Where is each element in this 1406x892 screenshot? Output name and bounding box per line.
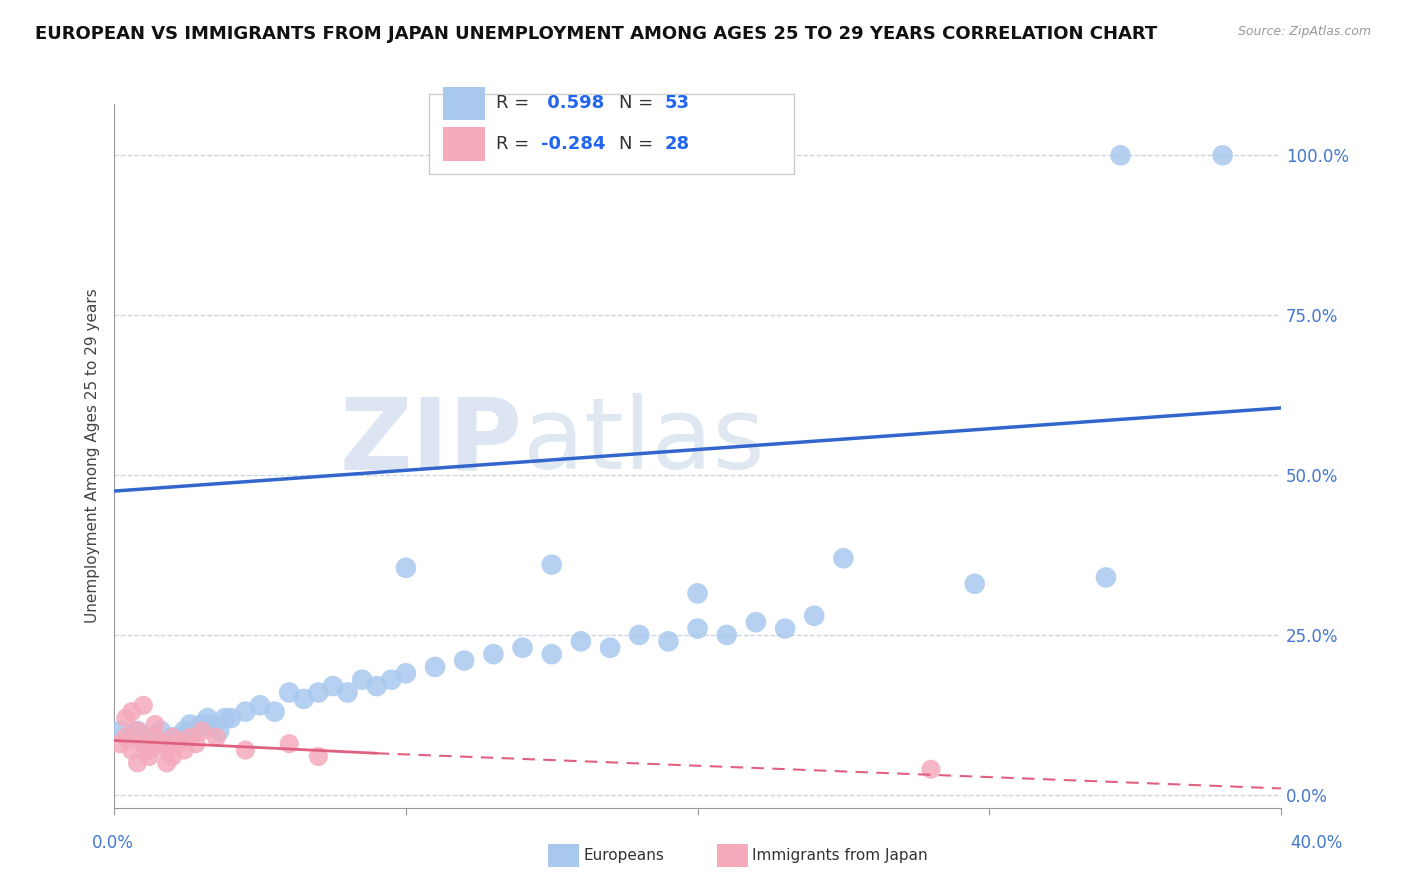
- Text: N =: N =: [619, 95, 658, 112]
- Point: [832, 551, 855, 566]
- Point: [108, 723, 131, 738]
- Point: [219, 711, 242, 725]
- Text: 0.598: 0.598: [541, 95, 605, 112]
- Point: [512, 640, 534, 655]
- Point: [179, 717, 201, 731]
- Point: [115, 731, 138, 745]
- Point: [482, 647, 505, 661]
- Point: [167, 737, 190, 751]
- Point: [156, 756, 179, 770]
- Point: [278, 685, 301, 699]
- Point: [149, 723, 172, 738]
- Point: [307, 685, 329, 699]
- Text: EUROPEAN VS IMMIGRANTS FROM JAPAN UNEMPLOYMENT AMONG AGES 25 TO 29 YEARS CORRELA: EUROPEAN VS IMMIGRANTS FROM JAPAN UNEMPL…: [35, 25, 1157, 43]
- Point: [208, 723, 231, 738]
- Point: [686, 622, 709, 636]
- Text: R =: R =: [496, 135, 536, 153]
- Point: [395, 666, 418, 681]
- Point: [156, 743, 179, 757]
- Point: [127, 756, 149, 770]
- Text: Source: ZipAtlas.com: Source: ZipAtlas.com: [1237, 25, 1371, 38]
- Point: [121, 705, 143, 719]
- Point: [366, 679, 388, 693]
- Text: 0.0%: 0.0%: [91, 834, 134, 852]
- Point: [214, 711, 236, 725]
- Point: [336, 685, 359, 699]
- Point: [803, 608, 825, 623]
- Point: [132, 731, 155, 745]
- Text: -0.284: -0.284: [541, 135, 606, 153]
- Text: R =: R =: [496, 95, 536, 112]
- Point: [307, 749, 329, 764]
- Point: [184, 737, 207, 751]
- Point: [197, 711, 219, 725]
- Point: [179, 731, 201, 745]
- Point: [143, 717, 166, 731]
- Point: [143, 731, 166, 745]
- Point: [121, 731, 143, 745]
- Text: Europeans: Europeans: [583, 848, 665, 863]
- Point: [423, 660, 446, 674]
- Point: [127, 723, 149, 738]
- Point: [278, 737, 301, 751]
- Point: [143, 731, 166, 745]
- Text: Immigrants from Japan: Immigrants from Japan: [752, 848, 928, 863]
- Point: [132, 698, 155, 713]
- Point: [453, 654, 475, 668]
- Y-axis label: Unemployment Among Ages 25 to 29 years: Unemployment Among Ages 25 to 29 years: [86, 288, 100, 624]
- Point: [205, 731, 228, 745]
- Point: [1212, 148, 1234, 162]
- Point: [569, 634, 592, 648]
- Point: [263, 705, 285, 719]
- Point: [920, 762, 942, 776]
- Point: [628, 628, 651, 642]
- Point: [132, 737, 155, 751]
- Text: 53: 53: [665, 95, 690, 112]
- Point: [190, 723, 212, 738]
- Point: [773, 622, 796, 636]
- Text: 40.0%: 40.0%: [1291, 834, 1343, 852]
- Point: [292, 692, 315, 706]
- Point: [184, 723, 207, 738]
- Point: [540, 558, 562, 572]
- Point: [380, 673, 402, 687]
- Point: [235, 743, 257, 757]
- Point: [108, 737, 131, 751]
- Point: [745, 615, 768, 629]
- Point: [235, 705, 257, 719]
- Point: [138, 743, 160, 757]
- Point: [657, 634, 679, 648]
- Point: [716, 628, 738, 642]
- Point: [395, 561, 418, 575]
- Point: [127, 723, 149, 738]
- Point: [963, 576, 986, 591]
- Point: [190, 717, 212, 731]
- Point: [156, 737, 179, 751]
- Point: [162, 731, 184, 745]
- Point: [686, 586, 709, 600]
- Point: [138, 737, 160, 751]
- Text: 28: 28: [665, 135, 690, 153]
- Point: [1109, 148, 1132, 162]
- Point: [249, 698, 271, 713]
- Text: ZIP: ZIP: [340, 393, 523, 491]
- Point: [162, 749, 184, 764]
- Point: [149, 737, 172, 751]
- Point: [115, 711, 138, 725]
- Point: [167, 731, 190, 745]
- Point: [138, 749, 160, 764]
- Point: [540, 647, 562, 661]
- Point: [1095, 570, 1118, 584]
- Point: [162, 731, 184, 745]
- Text: N =: N =: [619, 135, 658, 153]
- Point: [599, 640, 621, 655]
- Point: [322, 679, 344, 693]
- Text: atlas: atlas: [523, 393, 765, 491]
- Point: [202, 717, 225, 731]
- Point: [352, 673, 374, 687]
- Point: [173, 743, 195, 757]
- Point: [121, 743, 143, 757]
- Point: [173, 723, 195, 738]
